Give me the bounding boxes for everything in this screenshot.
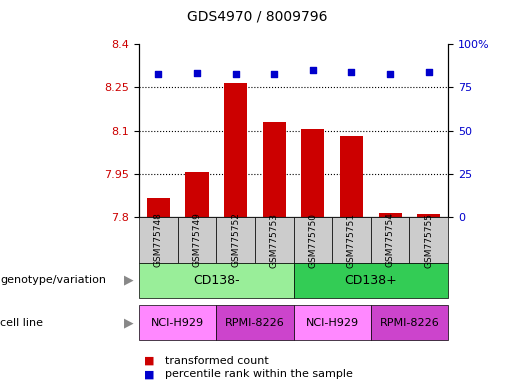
Text: NCI-H929: NCI-H929 <box>151 318 204 328</box>
Point <box>386 70 394 76</box>
Text: genotype/variation: genotype/variation <box>0 275 106 285</box>
Text: percentile rank within the sample: percentile rank within the sample <box>165 369 353 379</box>
Text: cell line: cell line <box>0 318 43 328</box>
Text: GSM775754: GSM775754 <box>386 213 394 267</box>
Bar <box>185 172 209 217</box>
Bar <box>301 129 324 217</box>
Point <box>232 70 240 76</box>
Bar <box>379 213 402 217</box>
Text: transformed count: transformed count <box>165 356 268 366</box>
Bar <box>340 136 363 217</box>
Bar <box>147 198 170 217</box>
Bar <box>417 214 440 217</box>
Text: GSM775750: GSM775750 <box>308 212 317 268</box>
Text: RPMI-8226: RPMI-8226 <box>380 318 439 328</box>
Text: GSM775748: GSM775748 <box>154 213 163 267</box>
Text: NCI-H929: NCI-H929 <box>305 318 359 328</box>
Text: GSM775755: GSM775755 <box>424 212 433 268</box>
Point <box>424 69 433 75</box>
Bar <box>224 83 247 217</box>
Text: GSM775752: GSM775752 <box>231 213 240 267</box>
Point <box>154 70 163 76</box>
Text: RPMI-8226: RPMI-8226 <box>225 318 285 328</box>
Text: CD138-: CD138- <box>193 274 239 287</box>
Text: ▶: ▶ <box>124 316 134 329</box>
Point <box>270 71 278 78</box>
Text: GDS4970 / 8009796: GDS4970 / 8009796 <box>187 10 328 23</box>
Point <box>309 67 317 73</box>
Bar <box>263 122 286 217</box>
Text: ▶: ▶ <box>124 274 134 287</box>
Text: GSM775751: GSM775751 <box>347 212 356 268</box>
Text: GSM775749: GSM775749 <box>193 213 201 267</box>
Text: ■: ■ <box>144 356 154 366</box>
Text: GSM775753: GSM775753 <box>270 212 279 268</box>
Point <box>347 69 355 75</box>
Text: ■: ■ <box>144 369 154 379</box>
Point <box>193 70 201 76</box>
Text: CD138+: CD138+ <box>345 274 397 287</box>
